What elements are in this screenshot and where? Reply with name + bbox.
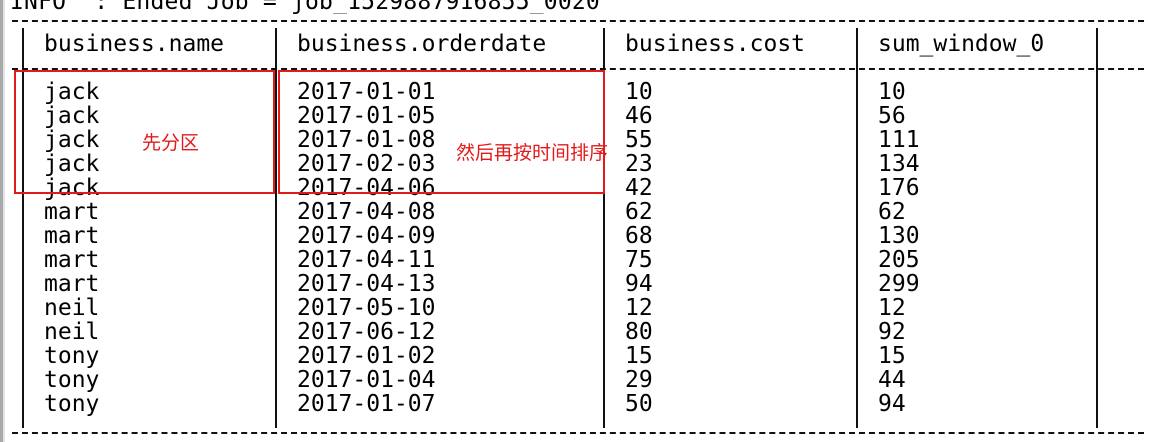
cell-cost: 50 xyxy=(625,391,653,417)
cell-cost: 29 xyxy=(625,367,653,393)
cell-sum-window: 176 xyxy=(878,175,920,201)
column-divider-3 xyxy=(856,28,858,428)
cell-orderdate: 2017-04-08 xyxy=(297,199,436,225)
cell-name: mart xyxy=(44,247,100,273)
cell-orderdate: 2017-04-13 xyxy=(297,271,436,297)
table-left-border xyxy=(22,28,24,428)
cell-orderdate: 2017-04-09 xyxy=(297,223,436,249)
table-top-rule xyxy=(12,20,1144,22)
partition-highlight-box xyxy=(14,70,275,194)
cell-cost: 23 xyxy=(625,151,653,177)
cell-sum-window: 44 xyxy=(878,367,906,393)
table-right-border xyxy=(1096,28,1098,428)
cell-sum-window: 62 xyxy=(878,199,906,225)
cell-cost: 55 xyxy=(625,127,653,153)
cell-sum-window: 12 xyxy=(878,295,906,321)
order-annotation: 然后再按时间排序 xyxy=(456,142,609,164)
cell-orderdate: 2017-02-03 xyxy=(297,151,436,177)
cell-name: jack xyxy=(44,127,100,153)
cell-name: jack xyxy=(44,103,100,129)
partition-annotation: 先分区 xyxy=(142,132,200,154)
cell-sum-window: 94 xyxy=(878,391,906,417)
cell-orderdate: 2017-01-07 xyxy=(297,391,436,417)
cell-sum-window: 111 xyxy=(878,127,920,153)
cell-cost: 80 xyxy=(625,319,653,345)
cell-orderdate: 2017-01-01 xyxy=(297,79,436,105)
table-header-rule xyxy=(12,68,1144,70)
cell-orderdate: 2017-05-10 xyxy=(297,295,436,321)
cell-name: mart xyxy=(44,271,100,297)
cell-sum-window: 15 xyxy=(878,343,906,369)
cell-name: mart xyxy=(44,199,100,225)
cell-cost: 15 xyxy=(625,343,653,369)
cell-name: mart xyxy=(44,223,100,249)
column-header-orderdate: business.orderdate xyxy=(297,31,547,57)
cell-sum-window: 10 xyxy=(878,79,906,105)
cell-name: tony xyxy=(44,367,100,393)
cell-sum-window: 56 xyxy=(878,103,906,129)
cell-orderdate: 2017-01-04 xyxy=(297,367,436,393)
cell-sum-window: 130 xyxy=(878,223,920,249)
cell-name: neil xyxy=(44,319,100,345)
cell-cost: 94 xyxy=(625,271,653,297)
cell-orderdate: 2017-06-12 xyxy=(297,319,436,345)
column-divider-2 xyxy=(603,28,605,428)
cell-cost: 68 xyxy=(625,223,653,249)
cell-name: neil xyxy=(44,295,100,321)
cell-cost: 62 xyxy=(625,199,653,225)
cell-sum-window: 134 xyxy=(878,151,920,177)
column-divider-1 xyxy=(275,28,277,428)
cell-cost: 75 xyxy=(625,247,653,273)
cell-orderdate: 2017-01-02 xyxy=(297,343,436,369)
order-highlight-box xyxy=(278,70,605,194)
cell-name: jack xyxy=(44,175,100,201)
cell-orderdate: 2017-01-08 xyxy=(297,127,436,153)
cell-cost: 42 xyxy=(625,175,653,201)
column-header-cost: business.cost xyxy=(625,31,806,57)
cell-name: tony xyxy=(44,343,100,369)
cell-sum-window: 92 xyxy=(878,319,906,345)
table-bottom-rule xyxy=(12,432,1144,434)
column-header-name: business.name xyxy=(44,31,225,57)
cell-sum-window: 299 xyxy=(878,271,920,297)
console-top-line: INFO : Ended Job = job_1529887916855_002… xyxy=(10,0,600,15)
cell-name: jack xyxy=(44,79,100,105)
cell-cost: 46 xyxy=(625,103,653,129)
cell-cost: 12 xyxy=(625,295,653,321)
cell-name: tony xyxy=(44,391,100,417)
cell-orderdate: 2017-04-11 xyxy=(297,247,436,273)
cell-name: jack xyxy=(44,151,100,177)
cell-cost: 10 xyxy=(625,79,653,105)
cell-sum-window: 205 xyxy=(878,247,920,273)
window-left-gutter xyxy=(0,0,8,442)
cell-orderdate: 2017-04-06 xyxy=(297,175,436,201)
column-header-sum-window: sum_window_0 xyxy=(878,31,1045,57)
cell-orderdate: 2017-01-05 xyxy=(297,103,436,129)
